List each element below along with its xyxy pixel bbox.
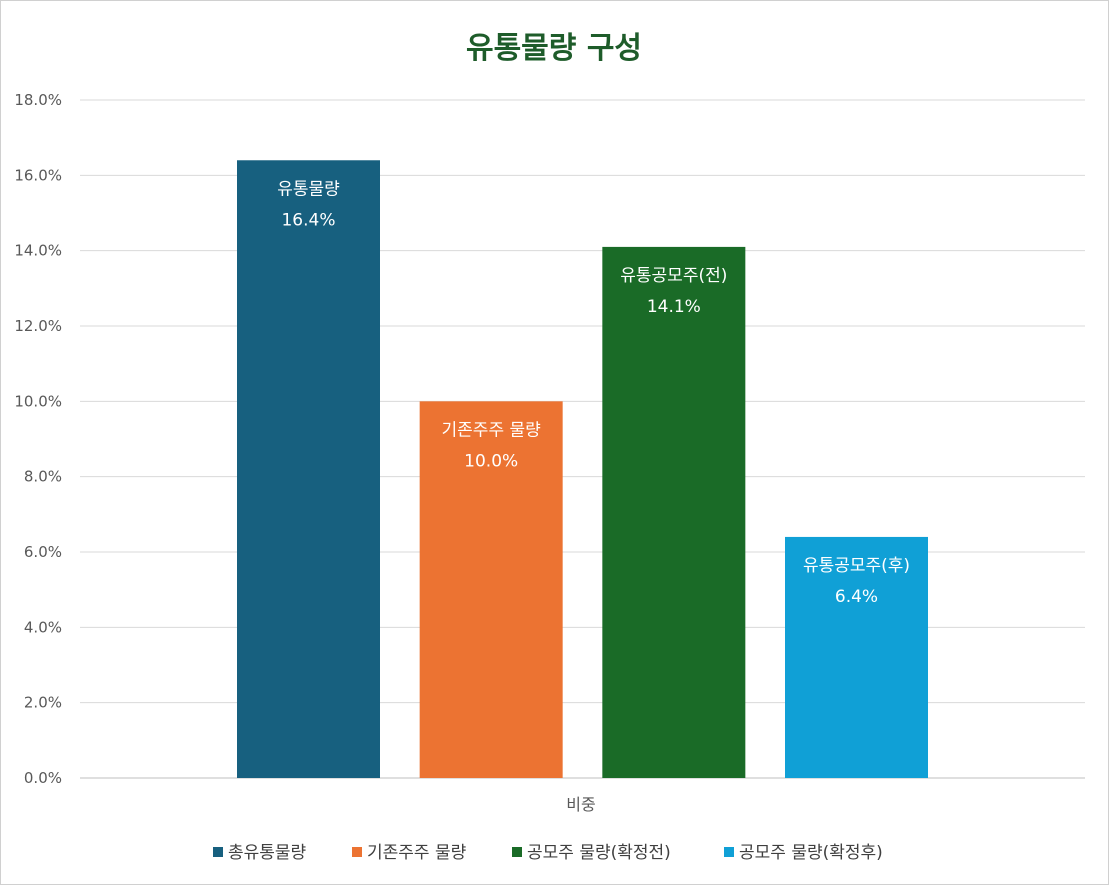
y-tick-label: 16.0%: [14, 166, 62, 184]
y-tick-label: 4.0%: [24, 618, 62, 636]
chart-title: 유통물량 구성: [466, 31, 642, 66]
bar-label-name: 기존주주 물량: [442, 420, 542, 440]
bar-label-name: 유통공모주(후): [803, 556, 910, 576]
y-axis-ticks: 0.0% 2.0% 4.0% 6.0% 8.0% 10.0% 12.0% 14.0% 16.0%…: [14, 91, 62, 787]
bars: [237, 160, 928, 778]
bar-4: [785, 536, 928, 778]
legend-swatch: [724, 847, 734, 857]
bar-label-value: 10.0%: [464, 451, 518, 471]
y-tick-label: 12.0%: [14, 317, 62, 335]
y-tick-label: 6.0%: [24, 543, 62, 561]
bar-label-value: 14.1%: [647, 297, 701, 317]
legend-swatch: [213, 847, 223, 857]
bar-label-name: 유통공모주(전): [620, 266, 727, 286]
y-tick-label: 2.0%: [24, 694, 62, 712]
legend: 총유통물량 기존주주 물량 공모주 물량(확정전) 공모주 물량(확정후): [213, 843, 883, 863]
legend-label: 기존주주 물량: [367, 843, 467, 863]
bar-3: [602, 246, 746, 778]
x-category-label: 비중: [566, 795, 595, 814]
bar-1: [237, 160, 380, 778]
data-labels: 유통물량 16.4% 기존주주 물량 10.0% 유통공모주(전) 14.1% 유통공모주(…: [277, 179, 910, 607]
legend-swatch: [512, 847, 522, 857]
gridlines: [80, 99, 1085, 779]
bar-label-value: 16.4%: [281, 210, 335, 230]
y-tick-label: 0.0%: [24, 769, 62, 787]
y-tick-label: 14.0%: [14, 242, 62, 260]
y-tick-label: 18.0%: [14, 91, 62, 109]
y-tick-label: 8.0%: [24, 468, 62, 486]
y-tick-label: 10.0%: [14, 392, 62, 410]
bar-label-value: 6.4%: [835, 587, 878, 607]
bar-label-name: 유통물량: [277, 179, 340, 199]
legend-swatch: [352, 847, 362, 857]
bar-2: [419, 401, 563, 778]
legend-label: 공모주 물량(확정전): [527, 843, 671, 863]
legend-label: 공모주 물량(확정후): [739, 843, 883, 863]
legend-label: 총유통물량: [228, 843, 307, 863]
